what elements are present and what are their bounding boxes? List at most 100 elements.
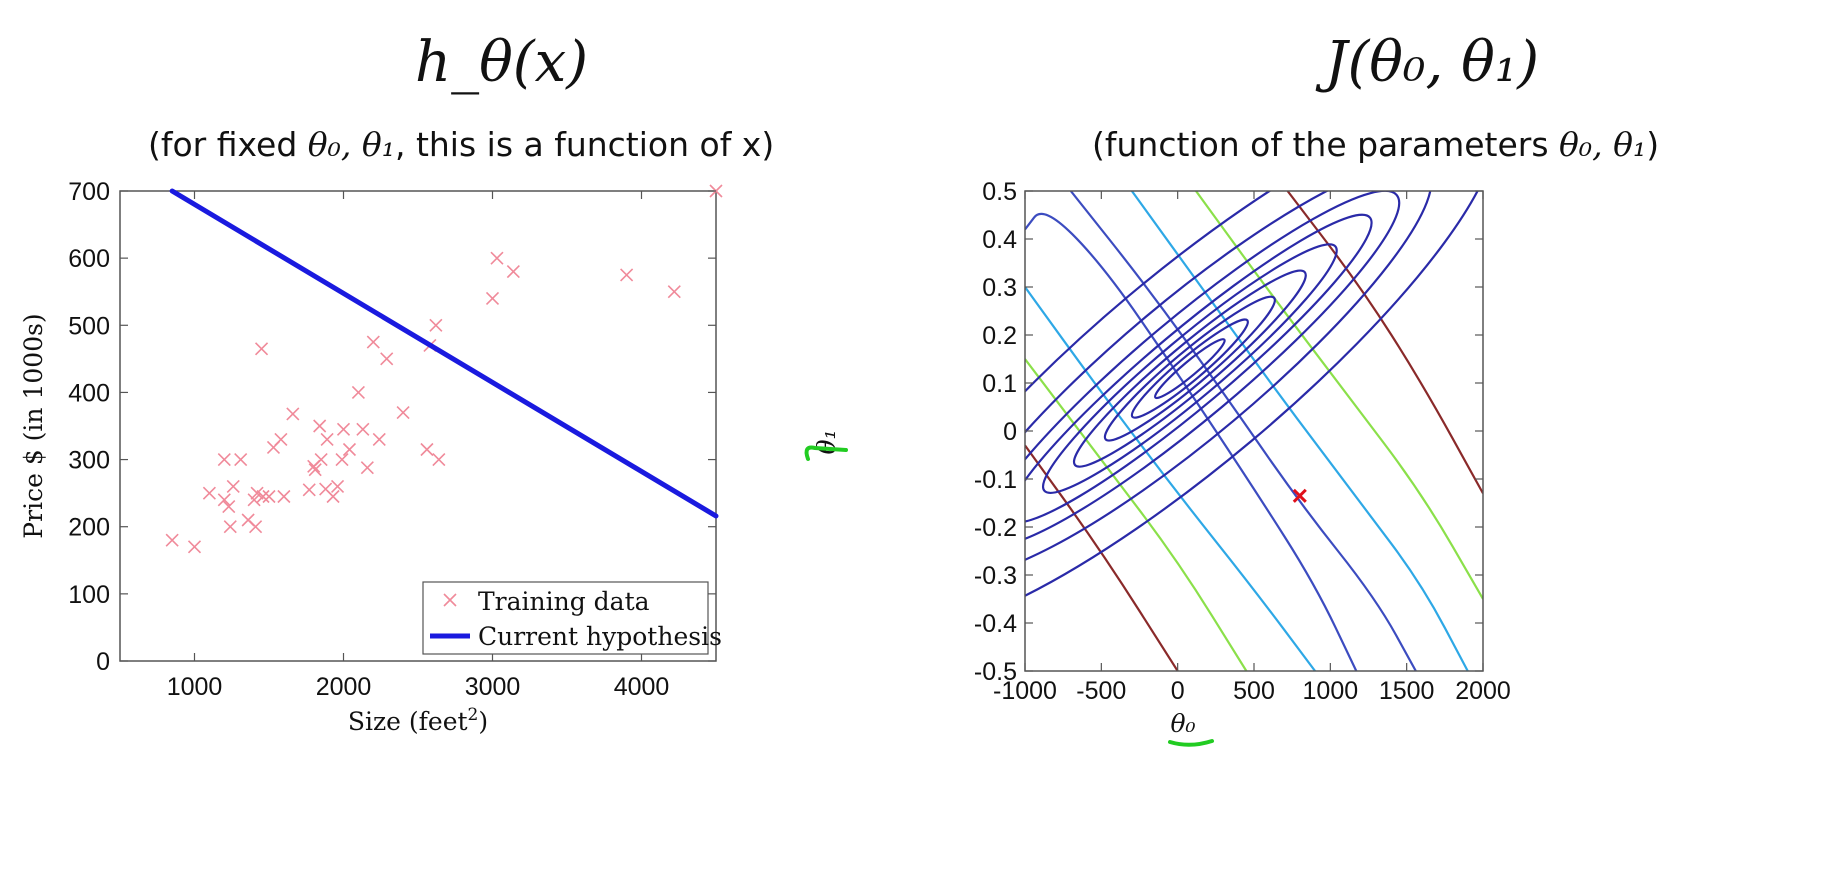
y-tick-label: 0: [96, 648, 110, 676]
right-subtitle-suffix: ): [1646, 125, 1660, 164]
theta1-tick-label: 0: [1003, 418, 1017, 446]
training-point: [320, 432, 334, 446]
y-tick-label: 100: [68, 581, 110, 609]
training-point: [420, 442, 434, 457]
training-point: [313, 419, 327, 433]
contour-level-line: [1025, 358, 1248, 671]
training-point: [256, 489, 270, 504]
right-subtitle-params: θ₀, θ₁: [1559, 125, 1647, 164]
training-point: [274, 432, 288, 446]
x-tick-label: 3000: [465, 673, 521, 701]
training-point: [286, 407, 300, 421]
legend-box: [422, 581, 709, 655]
training-point: [308, 463, 322, 477]
y-tick-label: 200: [68, 514, 110, 542]
training-point: [485, 291, 500, 305]
y-tick-label: 600: [68, 245, 110, 273]
contour-level-line: [1286, 191, 1483, 494]
theta0-tick-label: 1500: [1379, 677, 1435, 705]
left-subtitle: (for fixed θ₀, θ₁, this is a function of…: [148, 125, 774, 164]
y-tick-label: 700: [68, 178, 110, 206]
training-point: [202, 486, 216, 500]
contour-level-line: [1025, 212, 1358, 671]
left-subtitle-suffix: , this is a function of x): [394, 125, 775, 164]
x-tick-label: 2000: [316, 673, 372, 701]
left-subtitle-prefix: (for fixed: [148, 125, 308, 164]
training-point: [351, 385, 365, 399]
theta1-tick-label: 0.1: [982, 370, 1017, 398]
x-tick-label: 4000: [614, 673, 670, 701]
theta0-tick-label: 1000: [1303, 677, 1359, 705]
hypothesis-line: [169, 188, 719, 519]
training-point: [667, 285, 681, 299]
training-point: [277, 489, 291, 504]
contour-ellipse: [1025, 213, 1373, 524]
training-point: [366, 335, 380, 349]
x-axis-label: Size (feet2): [348, 705, 488, 736]
training-point: [330, 479, 345, 493]
training-point: [380, 352, 394, 366]
training-point: [429, 318, 443, 332]
theta0-tick-label: -1000: [993, 677, 1057, 705]
training-point: [222, 500, 236, 514]
left-subtitle-params: θ₀, θ₁: [307, 125, 395, 164]
right-subtitle: (function of the parameters θ₀, θ₁): [1092, 125, 1659, 164]
legend: Training data Current hypothesis: [422, 581, 722, 655]
contour-level-line: [1025, 286, 1316, 671]
training-point: [302, 483, 316, 497]
contour-level-line: [1069, 191, 1417, 671]
left-title: h_θ(x): [415, 30, 589, 95]
right-title: J(θ₀, θ₁): [1325, 30, 1540, 95]
theta0-tick-label: 0: [1171, 677, 1185, 705]
theta1-tick-label: 0.3: [982, 274, 1017, 302]
hypothesis-chart: 1000 2000 3000 4000 0 100 200 300 400 500 600 700 S…: [19, 178, 723, 736]
theta0-axis-label: θ₀: [1170, 709, 1195, 738]
training-point: [165, 533, 179, 547]
plot-frame: [119, 190, 717, 662]
contour-ellipse: [1130, 318, 1249, 419]
y-axis-label: Price $ (in 1000s): [19, 313, 48, 538]
training-point: [335, 453, 349, 467]
y-tick-label: 400: [68, 379, 110, 407]
training-point: [217, 493, 231, 507]
x-tick-label: 1000: [167, 673, 223, 701]
training-point: [217, 453, 231, 467]
theta1-tick-label: -0.1: [974, 466, 1017, 494]
contour-level-line: [1195, 191, 1483, 600]
contour-ellipse: [1041, 243, 1338, 494]
contour-ellipse: [1072, 269, 1307, 468]
training-point: [432, 453, 446, 467]
training-point: [356, 422, 370, 436]
training-point: [336, 422, 351, 436]
theta0-tick-label: -500: [1076, 677, 1126, 705]
y-tick-label: 500: [68, 312, 110, 340]
contour-level-line: [1025, 444, 1179, 671]
contour-ellipse: [1025, 191, 1433, 576]
training-point: [326, 489, 340, 504]
contour-ellipse: [1154, 338, 1226, 400]
theta1-tick-label: 0.4: [982, 226, 1017, 254]
training-point: [247, 493, 261, 507]
training-point: [249, 520, 263, 534]
legend-training-marker: [443, 593, 457, 607]
training-point: [226, 479, 240, 493]
legend-training-x: [443, 593, 457, 607]
theta1-tick-label: -0.2: [974, 514, 1017, 542]
right-subtitle-prefix: (function of the parameters: [1092, 125, 1560, 164]
training-point: [620, 268, 634, 282]
training-point: [360, 461, 374, 475]
training-point: [342, 442, 357, 457]
training-point: [234, 453, 248, 467]
training-point: [372, 432, 386, 446]
theta1-tick-label: 0.5: [982, 178, 1017, 206]
contour-level-line: [1130, 191, 1469, 671]
y-tick-label: 300: [68, 447, 110, 475]
contour-ellipse: [1103, 295, 1276, 442]
contour-frame: [1024, 190, 1484, 672]
theta0-highlight-underline: [1168, 739, 1214, 747]
training-point: [187, 540, 202, 554]
training-point: [262, 489, 276, 504]
contour-ellipse: [1025, 191, 1401, 548]
training-point: [506, 265, 520, 279]
training-point: [250, 486, 264, 500]
